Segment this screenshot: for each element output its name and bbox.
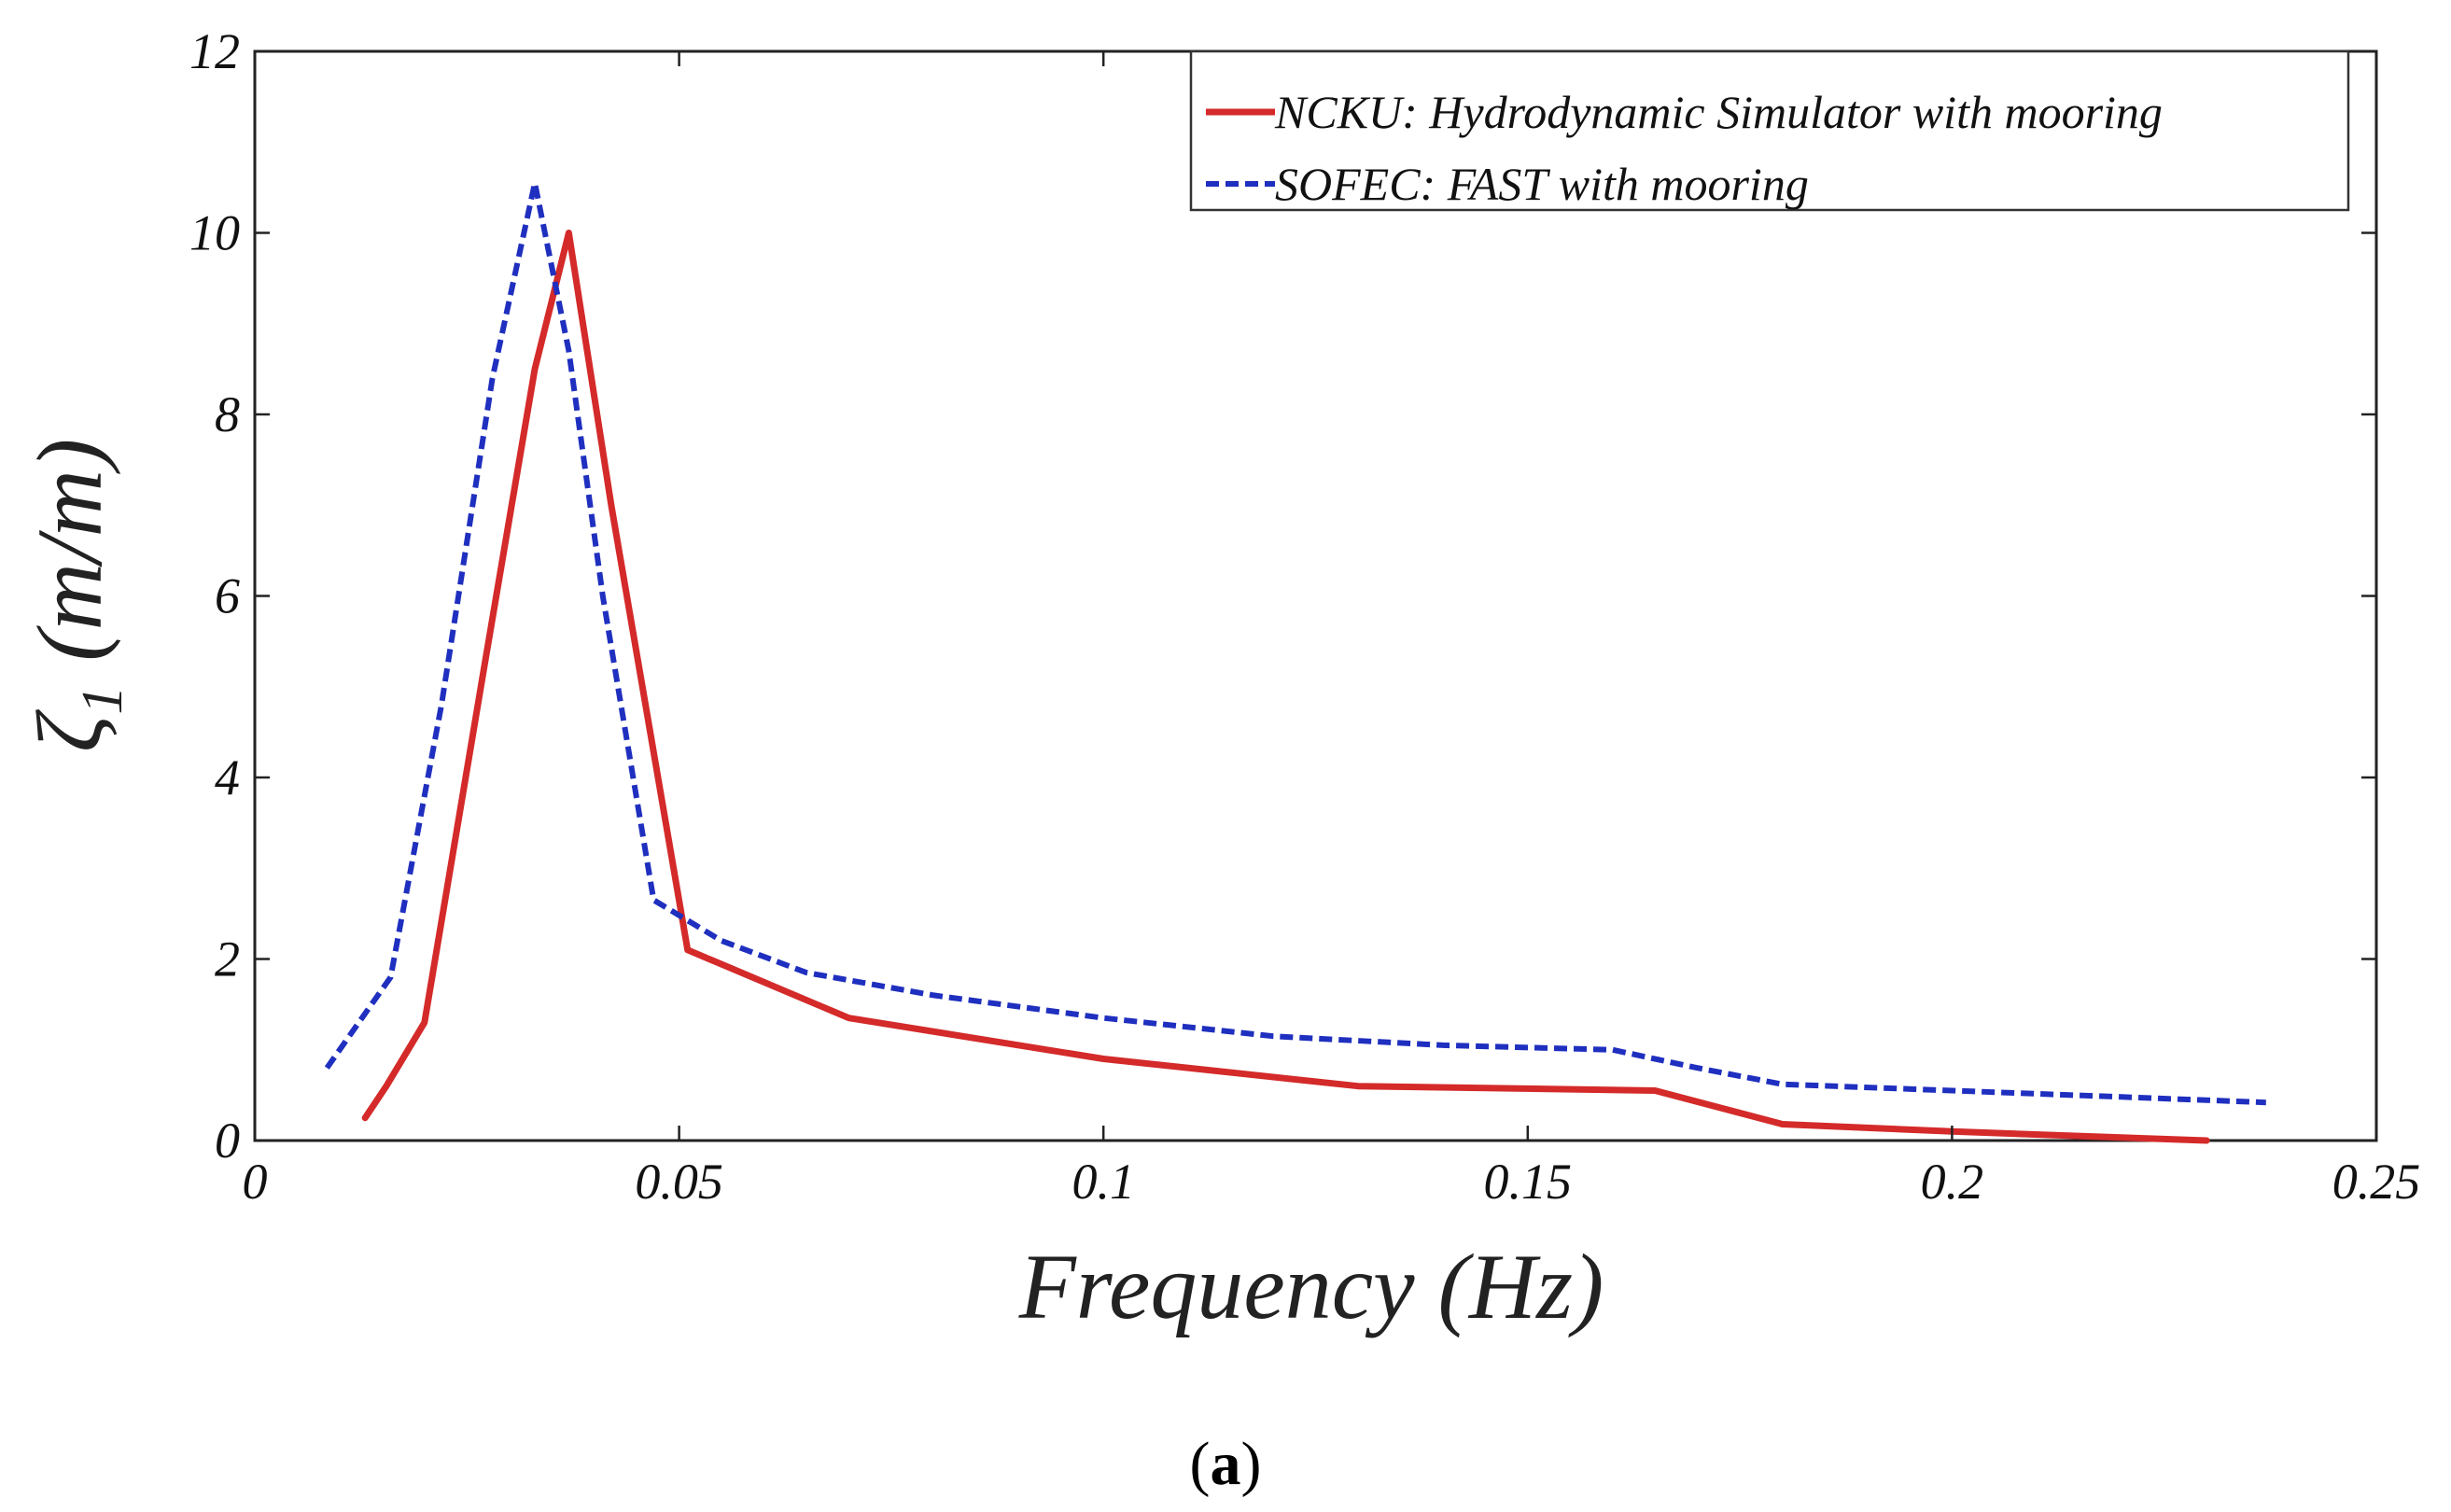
plot-area: 0 0.05 0.1 0.15 0.2 0.25 0 2 4 6 8 10 12	[189, 23, 2420, 1210]
y-tick-label: 0	[215, 1113, 240, 1169]
y-tick-label: 8	[215, 386, 240, 442]
caption-open-paren: (	[1190, 1430, 1211, 1498]
legend-label-sofec: SOFEC: FAST with mooring	[1275, 158, 1809, 210]
caption-letter: a	[1211, 1430, 1241, 1498]
y-tick-label: 4	[215, 749, 240, 805]
y-tick-label: 6	[215, 568, 240, 624]
figure-caption: (a)	[1190, 1430, 1262, 1498]
y-tick-label: 12	[189, 23, 240, 79]
x-tick-label: 0.1	[1071, 1154, 1135, 1210]
y-axis-title: ζ1 (m/m)	[18, 439, 134, 752]
x-tick-label: 0.05	[635, 1154, 723, 1210]
legend-label-ncku: NCKU: Hydrodynamic Simulator with moorin…	[1274, 86, 2163, 138]
y-axis-subscript: 1	[71, 686, 134, 715]
y-axis-title-text: ζ1 (m/m)	[18, 439, 134, 752]
x-tick-label: 0.2	[1921, 1154, 1984, 1210]
legend: NCKU: Hydrodynamic Simulator with moorin…	[1189, 49, 2350, 212]
y-axis-unit: (m/m)	[18, 439, 121, 662]
x-tick-label: 0.25	[2332, 1154, 2421, 1210]
y-tick-label: 2	[215, 931, 240, 987]
series-line-ncku	[361, 230, 2210, 1144]
caption-close-paren: )	[1241, 1430, 1262, 1498]
x-tick-label: 0	[243, 1154, 268, 1210]
x-tick-label: 0.15	[1484, 1154, 1573, 1210]
series-lines	[324, 180, 2266, 1144]
x-axis-title: Frequency (Hz)	[1018, 1235, 1604, 1338]
series-line-sofec	[324, 180, 2266, 1106]
tick-labels: 0 0.05 0.1 0.15 0.2 0.25 0 2 4 6 8 10 12	[189, 23, 2420, 1210]
legend-box	[1189, 49, 2350, 212]
y-axis-symbol: ζ	[18, 708, 121, 752]
y-tick-label: 10	[189, 205, 240, 261]
